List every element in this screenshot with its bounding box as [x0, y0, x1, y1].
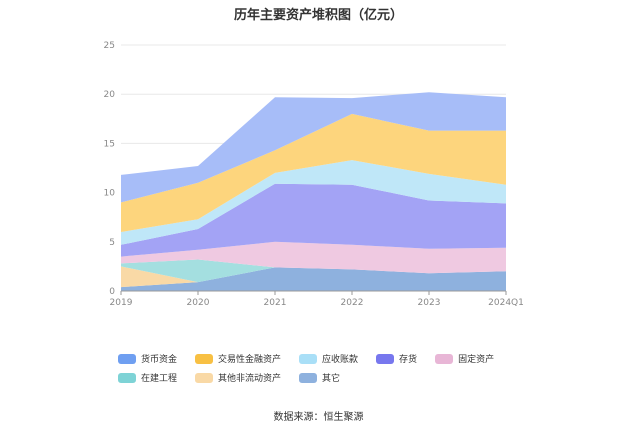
legend-label: 在建工程 — [141, 374, 178, 384]
y-tick-label: 0 — [109, 287, 115, 297]
legend-swatch — [118, 372, 136, 383]
legend-item[interactable]: 交易性金融资产 — [195, 353, 282, 365]
x-tick-label: 2024Q1 — [488, 298, 524, 308]
legend-item[interactable]: 其它 — [299, 372, 341, 384]
area-series-3 — [121, 241, 506, 274]
area-layer — [121, 92, 506, 291]
axis-layer: 0 5 10 15 20 25 2019 2020 2021 2022 2023 2024Q1 — [104, 41, 524, 308]
x-tick-label: 2023 — [418, 298, 441, 308]
area-series-6 — [121, 113, 506, 232]
legend-swatch — [435, 353, 454, 364]
legend-label: 应收账款 — [322, 355, 359, 365]
legend-swatch — [376, 353, 395, 364]
y-tick-label: 20 — [104, 90, 116, 100]
x-tick-label: 2020 — [187, 298, 210, 308]
legend-item[interactable]: 固定资产 — [435, 353, 495, 365]
y-tick-label: 15 — [104, 139, 115, 149]
legend-item[interactable]: 存货 — [376, 353, 418, 365]
legend-item[interactable]: 应收账款 — [299, 353, 359, 365]
chart-legend: 货币资金 交易性金融资产 应收账款 存货 固定资产在建工程 其他非流动资产 其它 — [118, 353, 558, 384]
legend-item[interactable]: 货币资金 — [118, 353, 178, 365]
legend-label: 存货 — [399, 355, 418, 365]
area-series-2 — [121, 259, 506, 283]
legend-swatch — [195, 372, 214, 383]
area-series-0 — [121, 267, 506, 291]
legend-label: 固定资产 — [458, 355, 495, 365]
y-tick-label: 10 — [104, 189, 116, 199]
legend-swatch — [118, 353, 136, 364]
y-tick-label: 25 — [104, 41, 115, 51]
legend-label: 货币资金 — [141, 355, 178, 365]
data-source-note: 数据来源：恒生聚源 — [273, 412, 364, 423]
legend-swatch — [195, 353, 214, 364]
area-series-7 — [121, 92, 506, 203]
x-tick-label: 2022 — [341, 298, 364, 308]
legend-label: 交易性金融资产 — [218, 355, 282, 365]
legend-swatch — [299, 372, 318, 383]
legend-swatch — [299, 353, 318, 364]
legend-item[interactable]: 其他非流动资产 — [195, 372, 282, 384]
x-tick-label: 2019 — [110, 298, 133, 308]
area-series-5 — [121, 160, 506, 245]
area-series-4 — [121, 183, 506, 257]
y-tick-label: 5 — [109, 238, 115, 248]
legend-label: 其它 — [322, 374, 341, 384]
chart-title: 历年主要资产堆积图（亿元） — [233, 8, 403, 23]
x-tick-label: 2021 — [264, 298, 287, 308]
legend-item[interactable]: 在建工程 — [118, 372, 178, 384]
legend-label: 其他非流动资产 — [218, 374, 282, 384]
